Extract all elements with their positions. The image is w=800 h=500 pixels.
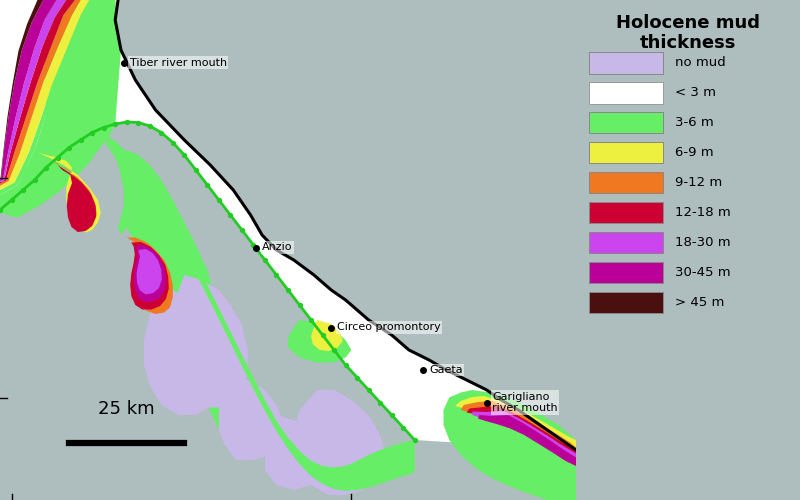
Text: 25 km: 25 km — [98, 400, 155, 417]
Polygon shape — [311, 320, 342, 351]
Polygon shape — [121, 150, 254, 450]
Text: 3-6 m: 3-6 m — [674, 116, 714, 129]
Polygon shape — [126, 238, 173, 314]
Polygon shape — [478, 415, 576, 466]
FancyBboxPatch shape — [590, 82, 663, 104]
Polygon shape — [0, 0, 66, 182]
Text: no mud: no mud — [674, 56, 726, 70]
Polygon shape — [0, 0, 75, 184]
Polygon shape — [294, 390, 386, 495]
Text: Gaeta: Gaeta — [429, 365, 462, 375]
Polygon shape — [43, 0, 121, 140]
Polygon shape — [167, 275, 248, 407]
Polygon shape — [0, 0, 81, 186]
Text: 18-30 m: 18-30 m — [674, 236, 730, 249]
Polygon shape — [52, 160, 97, 232]
Polygon shape — [461, 401, 576, 458]
Polygon shape — [0, 0, 90, 190]
Polygon shape — [0, 115, 414, 491]
Text: Holocene mud
thickness: Holocene mud thickness — [616, 14, 760, 52]
Polygon shape — [137, 249, 162, 294]
FancyBboxPatch shape — [590, 112, 663, 134]
Text: < 3 m: < 3 m — [674, 86, 715, 100]
FancyBboxPatch shape — [590, 142, 663, 164]
Polygon shape — [134, 245, 166, 302]
Polygon shape — [0, 0, 115, 218]
FancyBboxPatch shape — [590, 52, 663, 74]
Polygon shape — [219, 375, 282, 460]
Polygon shape — [0, 0, 98, 195]
Text: 30-45 m: 30-45 m — [674, 266, 730, 279]
Text: 6-9 m: 6-9 m — [674, 146, 713, 159]
FancyBboxPatch shape — [590, 292, 663, 313]
Text: 9-12 m: 9-12 m — [674, 176, 722, 189]
Polygon shape — [443, 390, 576, 500]
Polygon shape — [130, 242, 169, 310]
Polygon shape — [144, 290, 225, 415]
Text: Anzio: Anzio — [262, 242, 293, 252]
Text: Circeo promontory: Circeo promontory — [337, 322, 441, 332]
Polygon shape — [288, 320, 351, 362]
Polygon shape — [0, 0, 43, 180]
Polygon shape — [265, 415, 328, 490]
Polygon shape — [106, 140, 135, 235]
FancyBboxPatch shape — [590, 262, 663, 283]
Polygon shape — [38, 152, 101, 232]
Text: 12-18 m: 12-18 m — [674, 206, 730, 219]
Polygon shape — [466, 406, 576, 460]
Text: Garigliano
river mouth: Garigliano river mouth — [493, 392, 558, 413]
Polygon shape — [0, 124, 115, 218]
Polygon shape — [455, 396, 576, 455]
FancyBboxPatch shape — [590, 232, 663, 253]
Polygon shape — [0, 0, 576, 450]
Polygon shape — [58, 165, 96, 232]
Polygon shape — [472, 411, 576, 463]
Text: Tiber river mouth: Tiber river mouth — [130, 58, 226, 68]
Polygon shape — [0, 0, 57, 181]
FancyBboxPatch shape — [590, 202, 663, 223]
Polygon shape — [115, 0, 576, 450]
Text: > 45 m: > 45 m — [674, 296, 724, 309]
FancyBboxPatch shape — [590, 172, 663, 194]
